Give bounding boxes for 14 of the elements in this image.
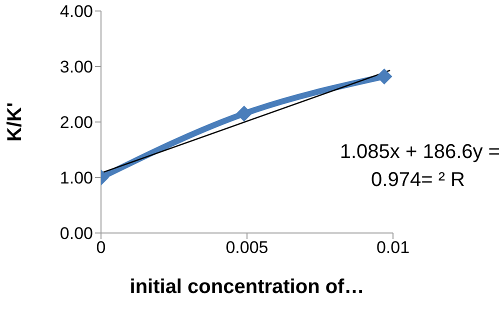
y-tick-label: 2.00 bbox=[60, 113, 93, 132]
y-tick-label: 3.00 bbox=[60, 58, 93, 77]
x-tick-label: 0 bbox=[96, 238, 106, 258]
point bbox=[376, 68, 392, 84]
x-tick-label: 0.005 bbox=[226, 238, 268, 258]
y-tick-label: 0.00 bbox=[60, 224, 93, 244]
y-tick-label: 1.00 bbox=[60, 168, 93, 188]
y-tick-label: 4.00 bbox=[60, 2, 93, 22]
y-axis-title: K/K' bbox=[4, 102, 26, 142]
point bbox=[236, 106, 252, 122]
annotation: 0.974= ² R bbox=[370, 168, 466, 193]
x-axis-title: initial concentration of… bbox=[130, 276, 364, 298]
annotation: 1.085x + 186.6y = bbox=[338, 140, 500, 165]
x-tick-label: 0.01 bbox=[376, 238, 410, 258]
